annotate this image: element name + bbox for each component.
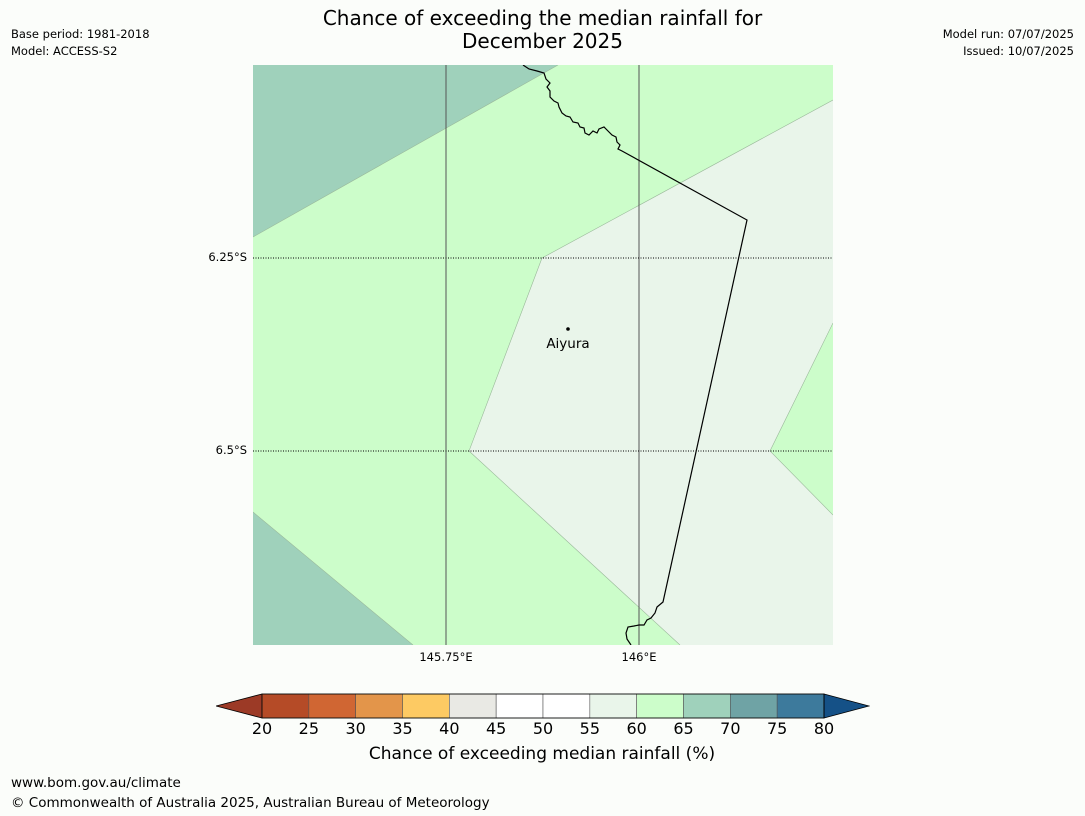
- lat-label-6-25: 6.25°S: [208, 250, 247, 264]
- model-run-text: Model run: 07/07/2025: [942, 27, 1074, 41]
- colorbar-cell: [589, 693, 637, 719]
- border-line: [522, 65, 748, 645]
- colorbar-cells: [216, 693, 870, 719]
- colorbar-tick-label: 45: [485, 719, 507, 738]
- colorbar-tick-label: 30: [345, 719, 366, 738]
- colorbar-tick-label: 35: [392, 719, 413, 738]
- colorbar-tick-label: 60: [626, 719, 647, 738]
- colorbar-tick-label: 80: [813, 719, 835, 738]
- footer-copyright: © Commonwealth of Australia 2025, Austra…: [11, 795, 490, 811]
- rainfall-map: [253, 65, 833, 645]
- colorbar-cell: [776, 693, 825, 719]
- title-line-1: Chance of exceeding the median rainfall …: [322, 6, 763, 30]
- colorbar: [216, 693, 870, 719]
- colorbar-cell: [355, 693, 403, 719]
- colorbar-tick-label: 55: [579, 719, 601, 738]
- footer-url[interactable]: www.bom.gov.au/climate: [11, 775, 181, 791]
- colorbar-tick-label: 50: [532, 719, 554, 738]
- header-left-info: Base period: 1981-2018 Model: ACCESS-S2: [11, 26, 150, 60]
- zone-55-60-east: [469, 100, 833, 645]
- colorbar-tick-label: 25: [298, 719, 320, 738]
- colorbar-extend-high: [823, 693, 870, 719]
- model-text: Model: ACCESS-S2: [11, 44, 118, 58]
- colorbar-tick-label: 75: [766, 719, 788, 738]
- colorbar-cell: [495, 693, 544, 719]
- colorbar-extend-low: [216, 693, 263, 719]
- colorbar-cell: [730, 693, 778, 719]
- colorbar-tick-label: 70: [720, 719, 741, 738]
- map-title: Chance of exceeding the median rainfall …: [250, 7, 835, 53]
- zone-edges: [253, 65, 833, 645]
- colorbar-cell: [261, 693, 310, 719]
- header-right-info: Model run: 07/07/2025 Issued: 10/07/2025: [943, 26, 1074, 60]
- place-label-aiyura: Aiyura: [546, 336, 590, 352]
- aiyura-marker: [566, 327, 570, 331]
- lat-label-6-5: 6.5°S: [215, 443, 247, 457]
- colorbar-tick-label: 65: [673, 719, 694, 738]
- colorbar-frame: [261, 693, 825, 719]
- colorbar-title: Chance of exceeding median rainfall (%): [368, 744, 716, 764]
- lon-label-145-75: 145.75°E: [419, 650, 473, 664]
- map-canvas: [253, 65, 833, 645]
- colorbar-ticks: 20 25 30 35 40 45 50 55 60 65 70 75 80: [0, 719, 1085, 739]
- title-line-2: December 2025: [462, 29, 623, 53]
- base-period-text: Base period: 1981-2018: [11, 27, 150, 41]
- issued-text: Issued: 10/07/2025: [963, 44, 1074, 58]
- gridlines: [253, 65, 833, 645]
- lon-label-146: 146°E: [621, 650, 657, 664]
- colorbar-tick-label: 20: [251, 719, 273, 738]
- colorbar-cell: [449, 693, 497, 719]
- colorbar-cell: [636, 693, 684, 719]
- colorbar-cell: [542, 693, 591, 719]
- colorbar-cell: [402, 693, 450, 719]
- colorbar-tick-label: 40: [439, 719, 460, 738]
- colorbar-cell: [683, 693, 731, 719]
- colorbar-cell: [308, 693, 356, 719]
